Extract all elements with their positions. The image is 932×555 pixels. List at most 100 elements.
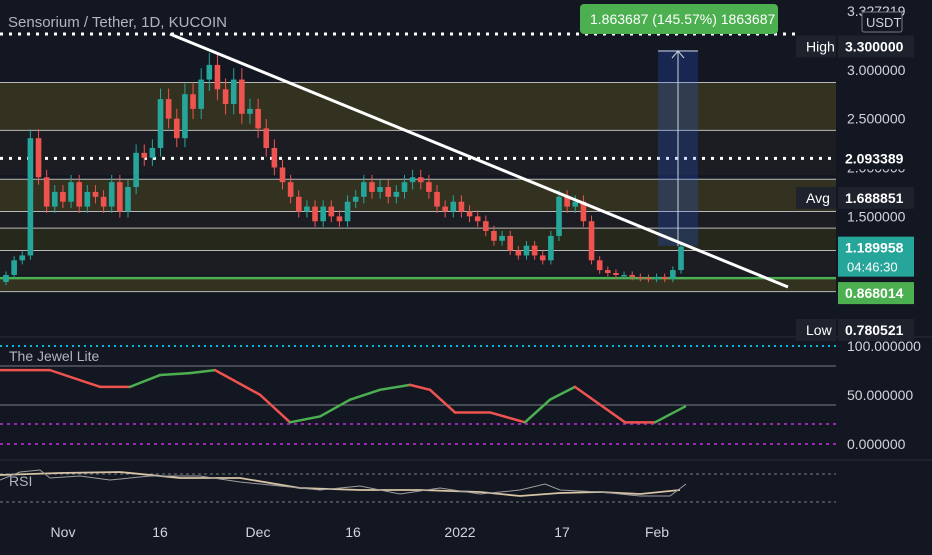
zone-band: [0, 250, 836, 275]
candle: [165, 99, 172, 119]
candle: [450, 201, 457, 212]
candle: [320, 206, 326, 222]
price-badge-value: 0.780521: [845, 322, 904, 338]
measure-label-bg: [580, 4, 778, 34]
price-badge-value: 1.189958: [845, 240, 904, 256]
candle: [230, 79, 237, 104]
candle: [271, 147, 278, 168]
jewel-segment: [598, 403, 627, 424]
candle: [442, 206, 448, 212]
price-tick: 2.500000: [847, 111, 906, 127]
rsi-indicator-title[interactable]: RSI: [9, 473, 33, 489]
zone-band: [0, 40, 836, 79]
jewel-segment: [48, 368, 102, 389]
jewel-indicator-title[interactable]: The Jewel Lite: [9, 348, 100, 364]
candle: [613, 273, 619, 275]
candle: [605, 270, 611, 274]
candle: [401, 182, 408, 192]
candle: [206, 64, 213, 80]
symbol-title[interactable]: Sensorium / Tether, 1D, KUCOIN: [8, 14, 227, 31]
candle: [222, 89, 229, 104]
candle: [637, 276, 644, 279]
candle: [27, 138, 34, 256]
candle: [287, 182, 294, 197]
candle: [92, 191, 99, 197]
price-badge-last: [838, 236, 914, 277]
candle: [247, 108, 253, 114]
candle: [295, 196, 302, 212]
candle: [328, 206, 335, 217]
candle: [84, 191, 91, 207]
time-tick: 17: [554, 524, 570, 540]
jewel-segment: [653, 405, 687, 424]
candle: [385, 187, 392, 197]
price-badge-value: 1.688851: [845, 190, 904, 206]
jewel-tick: 100.000000: [847, 338, 921, 354]
candle: [426, 182, 432, 192]
zone-band: [0, 130, 836, 176]
candle: [491, 231, 497, 241]
time-tick: Dec: [246, 524, 271, 540]
candle: [507, 235, 514, 251]
candle: [515, 250, 522, 256]
candle: [133, 152, 139, 188]
price-badge-support: [838, 282, 914, 305]
jewel-segment: [288, 415, 322, 424]
candle: [621, 274, 627, 277]
price-tick: 1.500000: [847, 208, 906, 224]
rsi-line: [0, 469, 687, 497]
price-badge-avg: [838, 186, 914, 209]
candle: [19, 255, 26, 261]
candle: [523, 245, 530, 256]
candle: [417, 177, 424, 183]
jewel-segment: [428, 388, 457, 414]
trend-line: [169, 32, 789, 289]
candle: [474, 216, 481, 222]
jewel-segment: [188, 368, 217, 375]
candle: [60, 191, 66, 202]
candle: [214, 64, 221, 90]
time-tick: 16: [345, 524, 361, 540]
zone-band: [0, 211, 836, 229]
jewel-segment: [488, 411, 527, 424]
time-tick: 2022: [444, 524, 475, 540]
candle: [239, 79, 245, 114]
jewel-segment: [378, 383, 412, 392]
currency-badge: [861, 11, 903, 33]
candle: [409, 177, 416, 183]
candle: [117, 182, 123, 212]
candle: [43, 177, 50, 207]
candle: [661, 276, 668, 279]
price-badge-tag-bg: [796, 319, 836, 341]
candle: [548, 235, 554, 261]
price-badge-high: [838, 35, 914, 58]
candle: [678, 246, 684, 271]
price-badge-tag: Low: [806, 322, 833, 338]
jewel-segment: [318, 398, 352, 418]
candle: [3, 274, 9, 283]
candle: [157, 99, 164, 148]
measure-label: 1.863687 (145.57%) 1863687: [590, 11, 775, 27]
jewel-tick: 0.000000: [847, 436, 906, 452]
price-badge-tag-bg: [796, 186, 836, 209]
candle: [304, 206, 310, 212]
candle: [190, 94, 196, 109]
price-badge-countdown: 04:46:30: [847, 260, 898, 275]
candle: [149, 147, 156, 158]
zone-band: [0, 82, 836, 131]
candle: [556, 196, 562, 236]
price-badge-h2: [838, 147, 914, 170]
time-tick: Feb: [645, 524, 669, 540]
jewel-segment: [523, 398, 552, 424]
jewel-segment: [348, 388, 382, 401]
candle: [369, 182, 375, 192]
candle: [35, 138, 42, 178]
candle: [108, 182, 115, 207]
zone-band: [0, 228, 836, 251]
candle: [434, 191, 440, 207]
candle: [580, 201, 587, 222]
jewel-segment: [408, 383, 432, 392]
currency-badge-label: USDT: [866, 15, 901, 30]
